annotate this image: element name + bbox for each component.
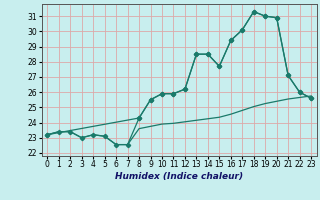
X-axis label: Humidex (Indice chaleur): Humidex (Indice chaleur) xyxy=(115,172,243,181)
